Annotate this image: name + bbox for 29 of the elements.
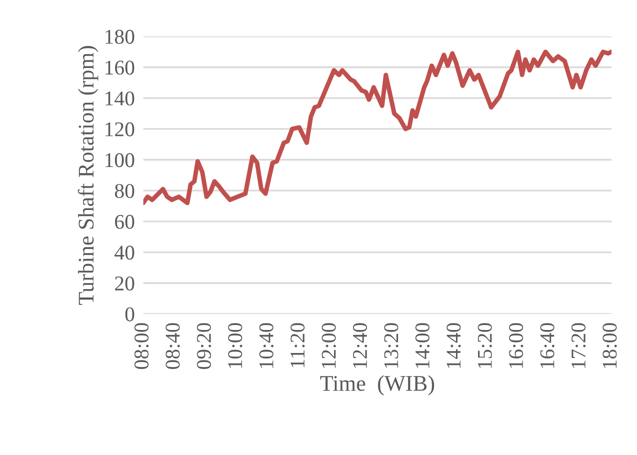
y-tick-label: 100 xyxy=(106,153,134,168)
x-tick-label: 10:40 xyxy=(259,323,274,368)
y-tick-label: 120 xyxy=(106,122,134,136)
x-tick-label: 09:20 xyxy=(196,323,212,369)
x-tick-label: 14:00 xyxy=(415,323,430,368)
y-axis-title: Turbine Shaft Rotation (rpm) xyxy=(78,46,98,305)
x-axis-title: Time (WIB) xyxy=(320,375,434,396)
x-tick-label: 15:20 xyxy=(478,323,492,368)
y-tick-label: 80 xyxy=(114,184,134,198)
x-tick-label: 14:40 xyxy=(446,323,461,368)
x-tick-label: 08:00 xyxy=(134,323,149,369)
x-tick-label: 12:40 xyxy=(352,323,368,368)
x-tick-label: 13:20 xyxy=(384,323,398,368)
x-tick-label: 16:40 xyxy=(540,323,554,368)
y-tick-label: 40 xyxy=(114,246,134,260)
y-tick-label: 160 xyxy=(106,60,134,75)
y-tick-label: 20 xyxy=(115,276,134,291)
x-tick-label: 08:40 xyxy=(166,323,180,369)
x-tick-label: 10:00 xyxy=(228,323,242,368)
y-tick-label: 180 xyxy=(106,30,134,44)
y-tick-label: 0 xyxy=(125,307,134,322)
x-tick-label: 17:20 xyxy=(571,323,586,368)
x-tick-label: 18:00 xyxy=(602,323,617,368)
y-tick-label: 60 xyxy=(115,214,134,229)
y-tick-label: 140 xyxy=(106,91,134,106)
x-tick-label: 12:00 xyxy=(322,323,336,368)
line-series xyxy=(143,50,612,206)
x-tick-label: 11:20 xyxy=(290,323,305,368)
x-tick-label: 16:00 xyxy=(509,323,524,368)
